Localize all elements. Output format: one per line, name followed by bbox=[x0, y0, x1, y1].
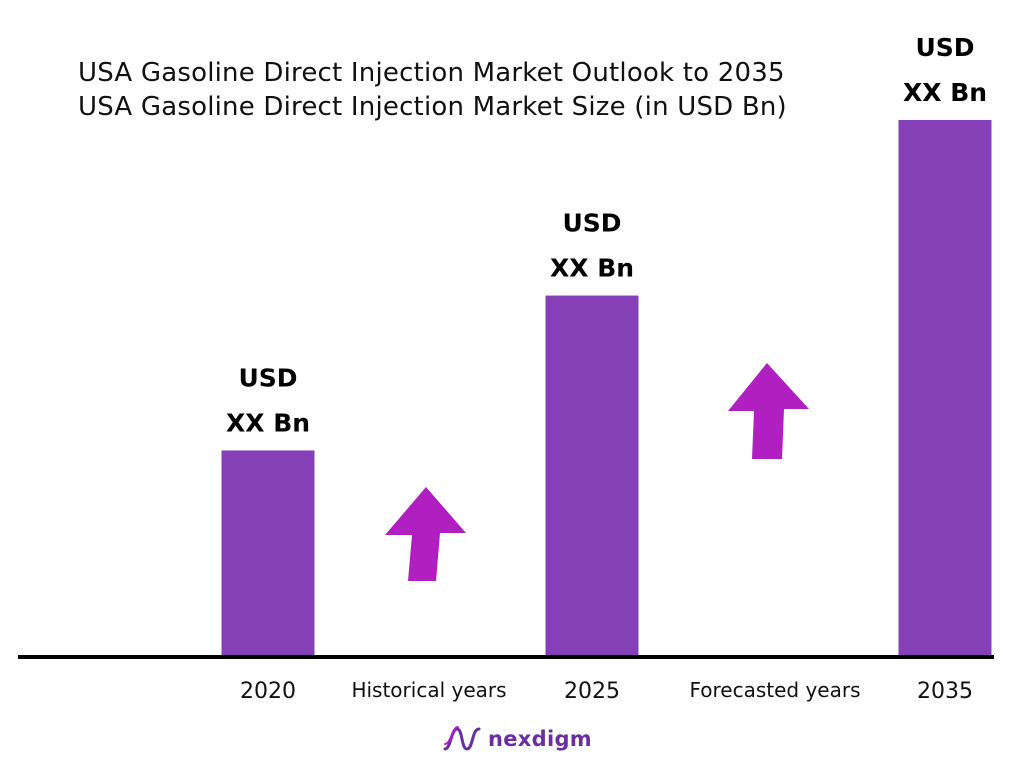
historical-years-label: Historical years bbox=[351, 678, 506, 702]
nexdigm-wave-icon bbox=[443, 726, 481, 751]
data-label-2025-line1: USD bbox=[562, 209, 621, 238]
x-tick-label-2020: 2020 bbox=[240, 679, 296, 704]
up-arrow-icon-1 bbox=[385, 487, 466, 581]
x-tick-label-2035: 2035 bbox=[917, 679, 973, 704]
chart-subtitle: USA Gasoline Direct Injection Market Siz… bbox=[78, 92, 787, 122]
chart-title: USA Gasoline Direct Injection Market Out… bbox=[78, 58, 785, 88]
brand-logo: nexdigm bbox=[442, 724, 592, 754]
bar-2025 bbox=[545, 295, 639, 657]
data-label-2025-line2: XX Bn bbox=[550, 254, 634, 283]
data-label-2020-line2: XX Bn bbox=[226, 408, 310, 437]
x-tick-label-2025: 2025 bbox=[564, 679, 620, 704]
data-label-2035-line1: USD bbox=[915, 33, 974, 62]
data-label-2020-line1: USD bbox=[238, 363, 297, 392]
up-arrow-icon-2 bbox=[728, 363, 809, 459]
bar-2035 bbox=[898, 120, 992, 657]
logo-text: nexdigm bbox=[488, 727, 592, 751]
bar-2020 bbox=[221, 450, 315, 657]
forecasted-years-label: Forecasted years bbox=[689, 678, 860, 702]
data-label-2035-line2: XX Bn bbox=[903, 78, 987, 107]
